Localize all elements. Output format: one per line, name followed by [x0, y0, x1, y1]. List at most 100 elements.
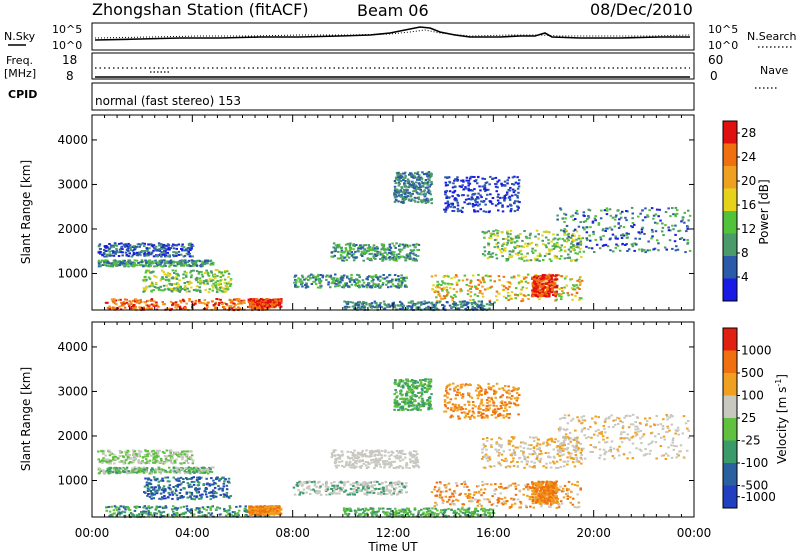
power-cell: [554, 237, 557, 239]
power-cell: [182, 277, 185, 279]
power-cell: [420, 301, 423, 303]
power-cell: [441, 280, 444, 282]
power-cell: [179, 300, 182, 302]
velocity-cell: [223, 496, 226, 498]
velocity-cell: [164, 470, 167, 472]
velocity-cell: [203, 508, 206, 510]
velocity-cell: [102, 453, 105, 455]
power-cell: [518, 257, 521, 259]
velocity-cell: [235, 506, 238, 508]
power-cell: [184, 307, 187, 309]
power-cell: [514, 210, 517, 212]
power-cell: [551, 287, 554, 289]
power-cell: [383, 257, 386, 259]
power-cell: [453, 276, 456, 278]
colorbar-tick-label: 12: [741, 222, 756, 236]
power-cell: [476, 196, 479, 198]
power-cell: [388, 257, 391, 259]
power-cell: [563, 221, 566, 223]
power-cell: [173, 247, 176, 249]
power-cell: [371, 302, 374, 304]
velocity-cell: [182, 478, 185, 480]
power-cell: [558, 238, 561, 240]
power-cell: [114, 244, 117, 246]
velocity-cell: [113, 467, 116, 469]
power-cell: [346, 259, 349, 261]
velocity-cell: [164, 477, 167, 479]
power-cell: [492, 178, 495, 180]
power-cell: [496, 291, 499, 293]
power-cell: [481, 286, 484, 288]
power-cell: [498, 179, 501, 181]
power-cell: [472, 306, 475, 308]
velocity-cell: [238, 510, 241, 512]
power-cell: [219, 280, 222, 282]
velocity-echo-region: [143, 476, 232, 500]
velocity-cell: [177, 478, 180, 480]
power-cell: [638, 249, 641, 251]
power-cell: [612, 234, 615, 236]
power-cell: [196, 285, 199, 287]
power-cell: [393, 245, 396, 247]
power-cell: [179, 291, 182, 293]
power-cell: [622, 233, 625, 235]
power-ylabel: Slant Range [km]: [19, 160, 33, 264]
velocity-cell: [185, 467, 188, 469]
power-cell: [508, 189, 511, 191]
power-cell: [374, 286, 377, 288]
velocity-cell: [178, 480, 181, 482]
velocity-cell: [187, 462, 190, 464]
power-cell: [401, 302, 404, 304]
power-cell: [497, 242, 500, 244]
power-cell: [512, 250, 515, 252]
power-cell: [122, 262, 125, 264]
power-cell: [417, 171, 420, 173]
velocity-cell: [207, 468, 210, 470]
velocity-cell: [207, 470, 210, 472]
power-cell: [193, 289, 196, 291]
velocity-cell: [163, 498, 166, 500]
power-cell: [334, 285, 337, 287]
power-cell: [583, 211, 586, 213]
power-cell: [510, 208, 512, 210]
power-cell: [441, 290, 444, 292]
velocity-cell: [180, 507, 183, 509]
power-cell: [517, 183, 520, 185]
power-cell: [294, 275, 297, 277]
power-cell: [385, 284, 388, 286]
power-cell: [525, 287, 528, 289]
power-cell: [576, 213, 579, 215]
power-cell: [507, 295, 510, 297]
velocity-cell: [138, 454, 141, 456]
power-cell: [353, 243, 356, 245]
power-cell: [389, 244, 392, 246]
power-cell: [478, 284, 481, 286]
velocity-cell: [179, 497, 182, 499]
power-cell: [196, 265, 199, 267]
power-cell: [534, 236, 537, 238]
power-cell: [527, 298, 530, 300]
power-cell: [460, 304, 463, 306]
power-cell: [504, 185, 507, 187]
velocity-cell: [190, 467, 193, 469]
power-cell: [509, 199, 512, 201]
power-cell: [390, 281, 393, 283]
colorbar-swatch: [723, 189, 737, 212]
power-cell: [398, 287, 401, 289]
power-cell: [473, 211, 476, 213]
power-cell: [559, 258, 562, 260]
power-cell: [384, 303, 387, 305]
power-cell: [560, 249, 563, 251]
power-cell: [511, 195, 514, 197]
power-cell: [466, 279, 469, 281]
power-cell: [155, 255, 158, 257]
power-cell: [361, 255, 364, 257]
power-cell: [349, 301, 352, 303]
velocity-cell: [151, 450, 154, 452]
power-cell: [471, 196, 474, 198]
velocity-cell: [132, 459, 135, 461]
power-cell: [161, 276, 164, 278]
power-cell: [124, 246, 127, 248]
power-cell: [589, 209, 592, 211]
power-cell: [350, 274, 353, 276]
